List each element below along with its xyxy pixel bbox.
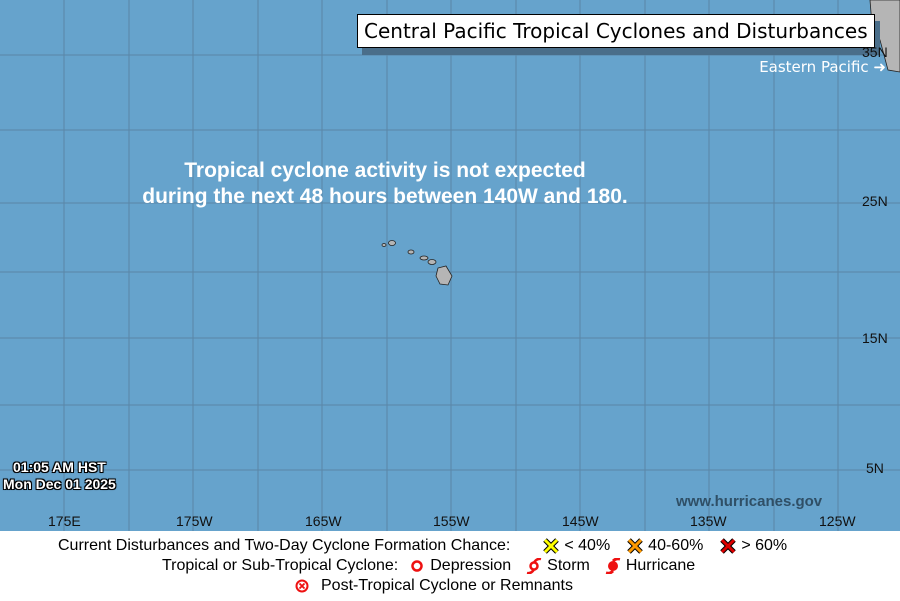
lon-label: 175E — [48, 513, 81, 529]
disturbances-label: Current Disturbances and Two-Day Cyclone… — [58, 537, 511, 554]
timestamp: 01:05 AM HST Mon Dec 01 2025 — [3, 459, 116, 493]
map: Central Pacific Tropical Cyclones and Di… — [0, 0, 900, 531]
high-chance-label: > 60% — [741, 537, 788, 554]
low-chance-label: < 40% — [564, 537, 611, 554]
message-line-2: during the next 48 hours between 140W an… — [142, 185, 628, 208]
x-orange-icon — [627, 538, 643, 554]
lon-label: 175W — [176, 513, 213, 529]
eastern-pacific-label: Eastern Pacific — [759, 58, 869, 76]
medium-chance-label: 40-60% — [648, 537, 704, 554]
post-tropical-label: Post-Tropical Cyclone or Remnants — [321, 577, 573, 594]
lat-label: 5N — [866, 460, 884, 476]
outlook-message: Tropical cyclone activity is not expecte… — [100, 158, 670, 210]
lat-label: 25N — [862, 193, 888, 209]
cyclone-label: Tropical or Sub-Tropical Cyclone: — [162, 557, 399, 574]
arrow-right-icon: ➜ — [873, 58, 886, 76]
lon-label: 135W — [690, 513, 727, 529]
hurricane-icon — [605, 558, 621, 574]
lat-label: 35N — [862, 44, 888, 60]
lon-label: 165W — [305, 513, 342, 529]
x-yellow-icon — [543, 538, 560, 554]
x-red-icon — [720, 538, 737, 554]
hawaiian-islands — [381, 240, 453, 286]
eastern-pacific-link[interactable]: Eastern Pacific ➜ — [759, 58, 886, 76]
website-label: www.hurricanes.gov — [676, 493, 823, 510]
depression-icon — [411, 560, 423, 572]
hurricane-label: Hurricane — [625, 557, 696, 574]
storm-icon — [526, 558, 542, 574]
map-title: Central Pacific Tropical Cyclones and Di… — [357, 14, 875, 48]
map-grid — [0, 0, 900, 531]
lon-label: 125W — [819, 513, 856, 529]
depression-label: Depression — [430, 557, 512, 574]
storm-label: Storm — [547, 557, 590, 574]
timestamp-date: Mon Dec 01 2025 — [3, 476, 116, 492]
legend: Current Disturbances and Two-Day Cyclone… — [0, 531, 900, 601]
lon-label: 145W — [562, 513, 599, 529]
lat-label: 15N — [862, 330, 888, 346]
message-line-1: Tropical cyclone activity is not expecte… — [184, 159, 586, 182]
lon-label: 155W — [433, 513, 470, 529]
post-tropical-icon — [295, 579, 309, 593]
timestamp-time: 01:05 AM HST — [13, 459, 106, 475]
